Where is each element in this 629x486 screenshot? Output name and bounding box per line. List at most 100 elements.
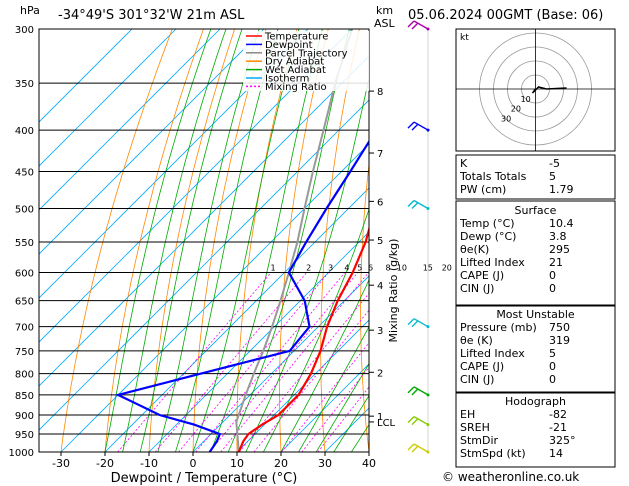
asl-label: ASL <box>374 17 395 30</box>
pressure-tick-label: 550 <box>15 238 34 249</box>
hodograph-unit-label: kt <box>460 33 469 43</box>
wind-barb-staff <box>413 121 429 131</box>
hodograph-index-title: Hodograph <box>505 395 566 408</box>
wind-barb-dot <box>426 128 430 132</box>
hodograph-ring-label: 20 <box>511 105 521 114</box>
legend-item: Isotherm <box>265 74 309 85</box>
indices-top-box <box>455 154 616 200</box>
wind-barb-flag <box>407 416 415 424</box>
wind-barb-flag <box>411 388 419 396</box>
most-unstable-title: Most Unstable <box>496 308 575 321</box>
km-tick-label: 4 <box>377 281 383 292</box>
wind-barb-flag <box>407 443 415 451</box>
km-tick-label: 3 <box>377 326 383 337</box>
hodograph-index-row-label: SREH <box>460 421 490 434</box>
isotherm-line <box>39 29 221 211</box>
hodograph-index-row-value: -82 <box>549 408 567 421</box>
mixing-ratio-label: 5 <box>357 264 362 273</box>
surface-row-value: 295 <box>549 243 570 256</box>
most-unstable-row-value: 5 <box>549 347 556 360</box>
temperature-line <box>237 225 369 452</box>
wind-barb-staff <box>413 416 429 426</box>
isotherm-line <box>39 29 177 167</box>
isotherm-line <box>39 55 369 387</box>
mixing-ratio-label: 20 <box>442 264 452 273</box>
pressure-tick-label: 600 <box>15 269 34 280</box>
wet-adiabat-line <box>315 362 369 452</box>
hodograph-ring-label: 30 <box>501 114 511 123</box>
surface-row-value: 3.8 <box>549 230 567 243</box>
datetime-title: 05.06.2024 00GMT (Base: 06) <box>408 8 604 23</box>
pressure-tick-label: 300 <box>15 25 34 36</box>
wind-barb <box>407 318 430 329</box>
mixing-ratio-label: 6 <box>368 264 373 273</box>
index-row-value: -5 <box>549 157 560 170</box>
pressure-tick-label: 650 <box>15 297 34 308</box>
temp-tick-label: -10 <box>140 457 158 470</box>
wind-barb <box>407 386 430 397</box>
mixing-ratio-line <box>209 272 359 452</box>
wind-barb <box>407 199 430 210</box>
temp-tick-label: 40 <box>362 457 376 470</box>
index-row-label: PW (cm) <box>460 183 506 196</box>
isotherm-line <box>192 275 369 452</box>
dry-adiabat-line <box>399 29 422 452</box>
mixing-ratio-label: 2 <box>306 264 311 273</box>
wet-adiabat-line <box>139 29 243 452</box>
mixing-ratio-axis-label: Mixing Ratio (g/kg) <box>387 239 400 343</box>
mixing-ratio-label: 1 <box>270 264 275 273</box>
km-tick-label: 5 <box>377 236 383 247</box>
surface-row-label: Dewp (°C) <box>460 230 516 243</box>
most-unstable-row-value: 319 <box>549 334 570 347</box>
surface-row-label: θe(K) <box>460 243 489 256</box>
wind-barb-flag <box>411 445 419 453</box>
hodograph-index-row-value: -21 <box>549 421 567 434</box>
wind-barb-staff <box>413 386 429 396</box>
wind-barb-staff <box>413 20 429 30</box>
hodograph-index-row-label: StmSpd (kt) <box>460 447 526 460</box>
isotherm-line <box>39 29 133 123</box>
wind-barb-flag <box>407 318 415 326</box>
pressure-tick-label: 450 <box>15 167 34 178</box>
most-unstable-box <box>455 305 616 393</box>
mixing-ratio-label: 4 <box>344 264 349 273</box>
wind-barb-dot <box>426 27 430 31</box>
legend-item: Wet Adiabat <box>265 65 326 76</box>
wet-adiabat-line <box>333 394 369 452</box>
dewpoint-line <box>114 139 369 452</box>
pressure-tick-label: 800 <box>15 370 34 381</box>
wind-barb-dot <box>426 206 430 210</box>
mixing-ratio-line <box>154 272 308 452</box>
hodograph-index-box <box>455 392 616 468</box>
parcel-trajectory-line <box>235 29 353 452</box>
wet-adiabat-line <box>122 29 227 452</box>
most-unstable-row-label: θe (K) <box>460 334 493 347</box>
most-unstable-row-value: 0 <box>549 373 556 386</box>
wind-barb-flag <box>411 22 419 30</box>
surface-row-label: CAPE (J) <box>460 269 504 282</box>
surface-row-value: 0 <box>549 269 556 282</box>
wind-barb-staff <box>413 318 429 328</box>
hodograph-index-row-label: EH <box>460 408 475 421</box>
wind-barb-flag <box>407 20 415 28</box>
wind-barb-flag <box>407 386 415 394</box>
wet-adiabat-line <box>298 325 369 452</box>
pressure-tick-label: 750 <box>15 347 34 358</box>
temp-tick-label: 20 <box>274 457 288 470</box>
hodograph-trace <box>531 86 567 94</box>
surface-row-label: Temp (°C) <box>459 217 515 230</box>
hodograph-index-row-value: 14 <box>549 447 563 460</box>
temp-tick-label: 10 <box>230 457 244 470</box>
wind-barb <box>407 443 430 454</box>
legend-item: Parcel Trajectory <box>265 48 348 59</box>
wind-barb-dot <box>426 393 430 397</box>
wind-barb-flag <box>411 201 419 209</box>
km-tick-label: 1 <box>377 412 383 423</box>
wet-adiabat-line <box>175 29 279 452</box>
wind-barb-staff <box>413 443 429 453</box>
wind-barb <box>407 416 430 427</box>
pressure-tick-label: 700 <box>15 323 34 334</box>
surface-title: Surface <box>515 204 557 217</box>
